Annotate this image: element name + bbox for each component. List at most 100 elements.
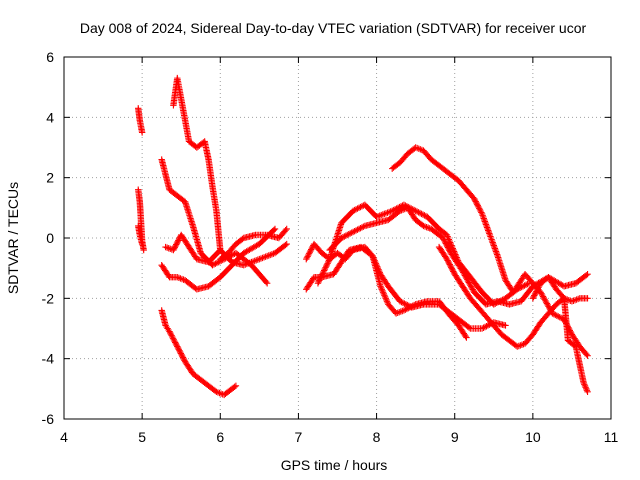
y-tick-label: 4 (46, 109, 54, 125)
data-point-marker (174, 238, 181, 246)
data-point-marker (354, 205, 361, 212)
data-point-marker (424, 224, 432, 231)
data-point-marker (232, 382, 240, 390)
data-point-marker (249, 258, 257, 265)
data-point-marker (582, 384, 589, 391)
data-point-marker (480, 324, 487, 331)
data-point-marker (173, 240, 181, 247)
data-point-marker (176, 348, 184, 356)
data-point-marker (444, 233, 451, 240)
data-point-marker (399, 299, 407, 307)
data-point-marker (355, 204, 363, 212)
data-point-marker (399, 307, 406, 315)
data-point-marker (354, 226, 361, 233)
data-point-marker (459, 267, 466, 275)
data-point-marker (529, 295, 537, 302)
data-point-marker (415, 209, 422, 216)
data-point-marker (465, 279, 472, 286)
data-point-marker (344, 231, 351, 239)
data-point-marker (398, 207, 405, 214)
data-point-marker (216, 389, 223, 397)
data-point-marker (532, 289, 539, 297)
data-point-marker (372, 260, 380, 267)
data-point-marker (324, 260, 331, 267)
data-point-marker (484, 322, 492, 329)
data-point-marker (374, 213, 382, 220)
data-point-marker (348, 229, 355, 236)
data-point-marker (179, 354, 187, 361)
data-point-marker (176, 347, 183, 354)
data-point-marker (484, 225, 491, 233)
data-point-marker (399, 206, 407, 213)
data-point-marker (481, 218, 489, 225)
data-point-marker (490, 242, 497, 249)
x-tick-label: 4 (60, 429, 68, 445)
data-point-marker (396, 309, 403, 316)
data-point-marker (502, 322, 509, 329)
chart-title: Day 008 of 2024, Sidereal Day-to-day VTE… (80, 20, 587, 36)
data-point-marker (571, 296, 579, 304)
data-point-marker (467, 283, 475, 290)
data-point-marker (376, 269, 384, 276)
data-point-marker (445, 260, 453, 267)
data-point-marker (138, 129, 146, 136)
data-point-marker (486, 231, 494, 239)
data-point-marker (243, 260, 251, 268)
data-point-marker (450, 268, 457, 275)
data-point-marker (584, 352, 591, 359)
data-point-marker (397, 203, 405, 210)
data-point-marker (306, 249, 313, 256)
data-point-marker (464, 277, 472, 285)
data-point-marker (346, 230, 354, 237)
data-point-marker (460, 269, 467, 276)
data-point-marker (534, 285, 542, 292)
data-point-marker (539, 291, 546, 299)
data-point-marker (360, 223, 367, 230)
data-point-marker (445, 258, 452, 266)
data-point-marker (471, 195, 478, 202)
data-point-marker (263, 252, 271, 260)
data-point-marker (308, 244, 316, 252)
data-point-marker (319, 270, 326, 277)
data-point-marker (479, 212, 486, 219)
data-point-marker (267, 251, 274, 259)
data-point-marker (478, 210, 486, 218)
series-sat-f (170, 74, 224, 254)
data-point-marker (415, 145, 422, 152)
data-point-marker (584, 388, 591, 396)
data-point-marker (414, 144, 421, 152)
data-point-marker (231, 383, 238, 391)
data-point-marker (349, 207, 357, 215)
data-point-marker (376, 212, 383, 219)
data-point-marker (325, 257, 333, 264)
data-point-marker (355, 225, 363, 233)
data-point-marker (517, 342, 524, 349)
data-point-marker (400, 201, 408, 209)
data-point-marker (173, 342, 180, 349)
data-point-marker (256, 255, 263, 263)
data-point-marker (471, 196, 479, 204)
data-point-marker (379, 287, 386, 294)
data-point-marker (530, 293, 537, 301)
data-point-marker (374, 263, 381, 270)
data-point-marker (251, 257, 258, 265)
data-point-marker (412, 144, 419, 151)
data-point-marker (486, 230, 493, 237)
data-point-marker (303, 254, 311, 261)
data-point-marker (254, 256, 261, 263)
data-point-marker (478, 209, 485, 216)
data-point-marker (316, 275, 324, 283)
data-point-marker (419, 211, 427, 218)
data-point-marker (375, 267, 383, 275)
data-point-marker (212, 260, 219, 267)
data-point-marker (242, 261, 249, 268)
data-point-marker (405, 302, 413, 310)
data-point-marker (321, 265, 329, 273)
data-point-marker (385, 208, 393, 216)
data-point-marker (262, 278, 270, 286)
data-point-marker (377, 283, 384, 290)
data-point-marker (474, 202, 482, 209)
y-tick-label: 6 (46, 49, 54, 65)
series-sat-d (158, 156, 271, 287)
